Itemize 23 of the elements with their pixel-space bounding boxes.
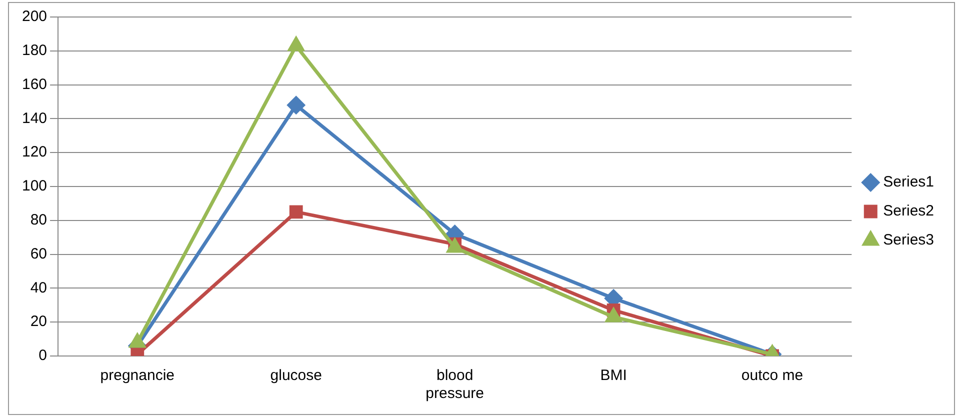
legend-label: Series1 — [883, 174, 934, 191]
y-tick-label: 120 — [22, 144, 48, 161]
y-tick-label: 200 — [22, 8, 48, 26]
x-tick-label: blood pressure — [426, 367, 484, 402]
point — [606, 308, 622, 322]
x-tick-label: pregnancie — [100, 367, 175, 384]
y-tick-label: 60 — [30, 245, 48, 262]
y-tick-label: 40 — [30, 279, 48, 296]
y-tick-label: 160 — [22, 76, 48, 93]
point — [130, 334, 146, 348]
x-tick-label: outco me — [741, 367, 804, 384]
x-tick-label: glucose — [270, 367, 322, 384]
y-tick-label: 20 — [30, 313, 48, 330]
legend-label: Series3 — [883, 232, 934, 249]
x-tick-label: BMI — [600, 367, 627, 384]
point — [287, 96, 305, 114]
y-tick-label: 0 — [38, 347, 48, 364]
y-tick-label: 140 — [22, 110, 48, 127]
point — [289, 205, 303, 219]
y-tick-label: 180 — [22, 42, 48, 60]
y-tick-label: 100 — [22, 178, 48, 195]
y-tick-label: 80 — [30, 212, 48, 229]
legend-label: Series2 — [883, 202, 934, 220]
